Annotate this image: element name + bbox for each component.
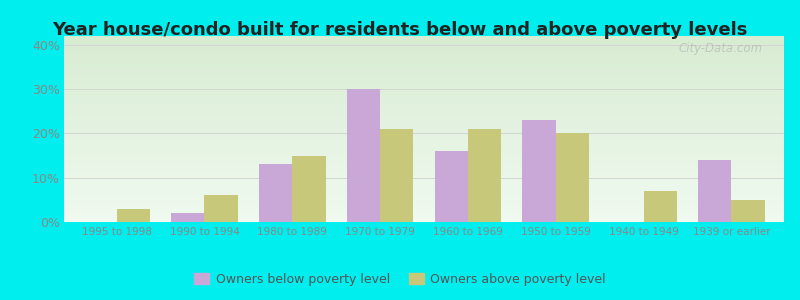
Bar — [292, 156, 326, 222]
Text: Year house/condo built for residents below and above poverty levels: Year house/condo built for residents bel… — [52, 21, 748, 39]
Bar — [643, 191, 677, 222]
Bar — [434, 151, 468, 222]
Bar — [698, 160, 731, 222]
Bar — [259, 164, 292, 222]
Bar — [731, 200, 765, 222]
Bar — [556, 134, 589, 222]
Legend: Owners below poverty level, Owners above poverty level: Owners below poverty level, Owners above… — [190, 268, 610, 291]
Bar — [205, 195, 238, 222]
Bar — [380, 129, 414, 222]
Bar — [171, 213, 205, 222]
Bar — [117, 209, 150, 222]
Text: City-Data.com: City-Data.com — [678, 42, 762, 55]
Bar — [522, 120, 556, 222]
Bar — [346, 89, 380, 222]
Bar — [468, 129, 502, 222]
